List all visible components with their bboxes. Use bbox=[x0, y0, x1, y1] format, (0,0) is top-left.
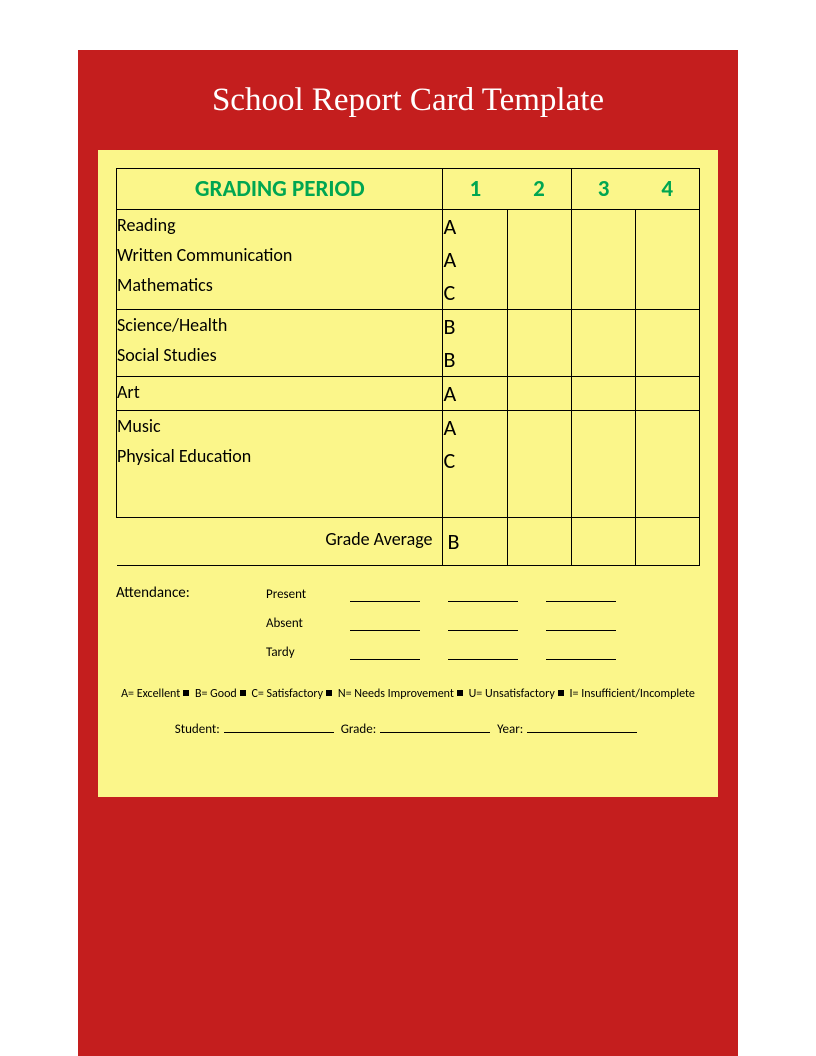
report-card-frame: School Report Card Template GRADING PERI… bbox=[78, 50, 738, 1056]
grade-average-label: Grade Average bbox=[117, 517, 443, 565]
grade-cell-p2 bbox=[507, 377, 571, 411]
grade-value: A bbox=[443, 210, 506, 243]
grade-cell-p4 bbox=[635, 377, 699, 411]
grade-value: C bbox=[443, 444, 506, 477]
legend-item: I= Insufficient/Incomplete bbox=[569, 687, 694, 701]
grade-average-p4 bbox=[635, 517, 699, 565]
attendance-row-label: Absent bbox=[266, 616, 336, 631]
table-header-row: GRADING PERIOD 1 2 3 4 bbox=[117, 169, 700, 210]
subject-cell: Reading Written Communication Mathematic… bbox=[117, 210, 443, 310]
grade-cell-p4 bbox=[635, 310, 699, 377]
blank-line bbox=[224, 720, 334, 733]
grade-cell-p3 bbox=[571, 411, 635, 478]
separator-icon bbox=[183, 690, 189, 696]
grade-cell-p1: A bbox=[443, 377, 507, 411]
blank-line bbox=[527, 720, 637, 733]
spacer-cell bbox=[507, 477, 571, 517]
table-row: Art A bbox=[117, 377, 700, 411]
subject-label: Social Studies bbox=[117, 340, 442, 370]
legend-item: B= Good bbox=[195, 687, 237, 701]
signoff-year-label: Year: bbox=[497, 722, 523, 737]
spacer-cell bbox=[635, 477, 699, 517]
subject-label: Art bbox=[117, 377, 442, 407]
subject-label: Science/Health bbox=[117, 310, 442, 340]
subject-label: Music bbox=[117, 411, 442, 441]
grade-cell-p1: A A C bbox=[443, 210, 507, 310]
legend-item: A= Excellent bbox=[121, 687, 180, 701]
blank-line bbox=[546, 588, 616, 602]
blank-line bbox=[350, 617, 420, 631]
subject-label: Mathematics bbox=[117, 270, 442, 300]
grade-value: B bbox=[443, 310, 506, 343]
separator-icon bbox=[558, 690, 564, 696]
attendance-section: Attendance: Present Absent Tardy bbox=[116, 584, 700, 660]
spacer-cell bbox=[571, 477, 635, 517]
signoff-student-label: Student: bbox=[175, 722, 220, 737]
header-grading-period: GRADING PERIOD bbox=[117, 169, 443, 210]
grade-average-row: Grade Average B bbox=[117, 517, 700, 565]
separator-icon bbox=[457, 690, 463, 696]
header-period-3: 3 bbox=[571, 169, 635, 210]
grade-cell-p2 bbox=[507, 310, 571, 377]
grade-value: A bbox=[443, 243, 506, 276]
subject-cell: Art bbox=[117, 377, 443, 411]
header-period-2: 2 bbox=[507, 169, 571, 210]
grade-cell-p1: A C bbox=[443, 411, 507, 478]
grade-cell-p2 bbox=[507, 210, 571, 310]
grades-table: GRADING PERIOD 1 2 3 4 Reading Written C… bbox=[116, 168, 700, 566]
grade-cell-p3 bbox=[571, 210, 635, 310]
blank-line bbox=[448, 617, 518, 631]
grade-average-p1: B bbox=[443, 517, 507, 565]
subject-cell: Science/Health Social Studies bbox=[117, 310, 443, 377]
subject-label: Reading bbox=[117, 210, 442, 240]
blank-line bbox=[448, 646, 518, 660]
blank-line bbox=[350, 646, 420, 660]
attendance-row-present: Attendance: Present bbox=[116, 584, 700, 602]
grade-average-p3 bbox=[571, 517, 635, 565]
spacer-cell bbox=[117, 477, 443, 517]
table-row: Reading Written Communication Mathematic… bbox=[117, 210, 700, 310]
grade-cell-p4 bbox=[635, 210, 699, 310]
signoff-line: Student: Grade: Year: bbox=[116, 720, 700, 737]
separator-icon bbox=[240, 690, 246, 696]
grade-value: A bbox=[443, 411, 506, 444]
header-period-1: 1 bbox=[443, 169, 507, 210]
blank-line bbox=[546, 646, 616, 660]
grade-cell-p3 bbox=[571, 377, 635, 411]
legend-item: U= Unsatisfactory bbox=[469, 687, 555, 701]
attendance-row-absent: Absent bbox=[116, 616, 700, 631]
attendance-label: Attendance: bbox=[116, 584, 266, 602]
spacer-cell bbox=[443, 477, 507, 517]
page-title: School Report Card Template bbox=[212, 82, 604, 119]
grade-cell-p2 bbox=[507, 411, 571, 478]
subject-cell: Music Physical Education bbox=[117, 411, 443, 478]
attendance-row-label: Tardy bbox=[266, 645, 336, 660]
table-row: Science/Health Social Studies B B bbox=[117, 310, 700, 377]
grade-cell-p1: B B bbox=[443, 310, 507, 377]
blank-line bbox=[380, 720, 490, 733]
blank-line bbox=[350, 588, 420, 602]
attendance-row-label: Present bbox=[266, 587, 336, 602]
grade-average-p2 bbox=[507, 517, 571, 565]
signoff-grade-label: Grade: bbox=[341, 722, 376, 737]
grade-cell-p3 bbox=[571, 310, 635, 377]
legend-item: N= Needs Improvement bbox=[338, 687, 454, 701]
table-row: Music Physical Education A C bbox=[117, 411, 700, 478]
blank-line bbox=[448, 588, 518, 602]
header-period-4: 4 bbox=[635, 169, 699, 210]
report-card-body: GRADING PERIOD 1 2 3 4 Reading Written C… bbox=[98, 150, 718, 797]
table-spacer-row bbox=[117, 477, 700, 517]
grade-cell-p4 bbox=[635, 411, 699, 478]
separator-icon bbox=[326, 690, 332, 696]
subject-label: Physical Education bbox=[117, 441, 442, 471]
grade-legend: A= Excellent B= Good C= Satisfactory N= … bbox=[116, 682, 700, 706]
subject-label: Written Communication bbox=[117, 240, 442, 270]
attendance-row-tardy: Tardy bbox=[116, 645, 700, 660]
title-bar: School Report Card Template bbox=[78, 50, 738, 150]
legend-item: C= Satisfactory bbox=[251, 687, 323, 701]
grade-value: A bbox=[443, 377, 506, 410]
blank-line bbox=[546, 617, 616, 631]
grade-value: B bbox=[443, 343, 506, 376]
grade-value: C bbox=[443, 276, 506, 309]
